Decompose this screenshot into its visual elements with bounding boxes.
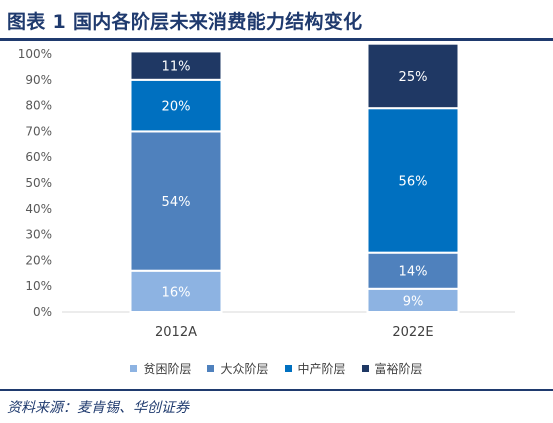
legend-swatch bbox=[284, 364, 292, 372]
data-label: 56% bbox=[399, 174, 428, 189]
legend-item: 富裕阶层 bbox=[361, 360, 423, 377]
y-tick-label: 80% bbox=[25, 99, 52, 113]
y-tick-label: 60% bbox=[25, 150, 52, 164]
y-tick-label: 90% bbox=[25, 73, 52, 87]
source-note: 资料来源：麦肯锡、华创证券 bbox=[7, 400, 189, 416]
legend-swatch bbox=[207, 364, 215, 372]
y-tick-label: 100% bbox=[18, 47, 52, 61]
data-label: 9% bbox=[403, 294, 424, 309]
x-tick-label: 2012A bbox=[155, 325, 197, 340]
legend-swatch bbox=[130, 364, 138, 372]
legend-item: 大众阶层 bbox=[207, 360, 269, 377]
legend-swatch bbox=[361, 364, 369, 372]
y-tick-label: 40% bbox=[25, 202, 52, 216]
x-tick-label: 2022E bbox=[392, 325, 433, 340]
y-tick-label: 50% bbox=[25, 176, 52, 190]
y-tick-label: 20% bbox=[25, 253, 52, 267]
bar-segment bbox=[366, 42, 460, 110]
bar-segment bbox=[129, 269, 223, 313]
data-label: 25% bbox=[399, 70, 428, 85]
bar-segment bbox=[129, 50, 223, 81]
bar-segment bbox=[366, 251, 460, 290]
legend-item: 贫困阶层 bbox=[130, 360, 191, 377]
y-tick-label: 70% bbox=[25, 124, 52, 138]
title-rule bbox=[0, 38, 553, 41]
source-rule bbox=[0, 389, 553, 391]
data-label: 54% bbox=[162, 195, 191, 210]
y-tick-label: 10% bbox=[25, 279, 52, 293]
data-label: 14% bbox=[399, 265, 428, 280]
legend-item: 中产阶层 bbox=[284, 360, 346, 377]
legend-label: 贫困阶层 bbox=[143, 361, 192, 376]
y-tick-label: 30% bbox=[25, 228, 52, 242]
stacked-bar-chart: 0% 10% 20% 30% 40% 50% 60% 70% 80% 90% 100% 16% 54% 2… bbox=[18, 42, 515, 340]
legend-label: 富裕阶层 bbox=[374, 361, 423, 376]
data-label: 20% bbox=[162, 100, 191, 115]
y-tick-label: 0% bbox=[33, 305, 52, 319]
data-label: 11% bbox=[162, 60, 191, 75]
legend-label: 大众阶层 bbox=[220, 361, 269, 376]
data-label: 16% bbox=[162, 285, 191, 300]
bar-segment bbox=[129, 78, 223, 133]
legend-label: 中产阶层 bbox=[297, 361, 346, 376]
chart-title: 图表 1 国内各阶层未来消费能力结构变化 bbox=[7, 11, 363, 33]
chart-legend: 贫困阶层 大众阶层 中产阶层 富裕阶层 bbox=[0, 359, 553, 377]
bar-segment bbox=[366, 107, 460, 254]
